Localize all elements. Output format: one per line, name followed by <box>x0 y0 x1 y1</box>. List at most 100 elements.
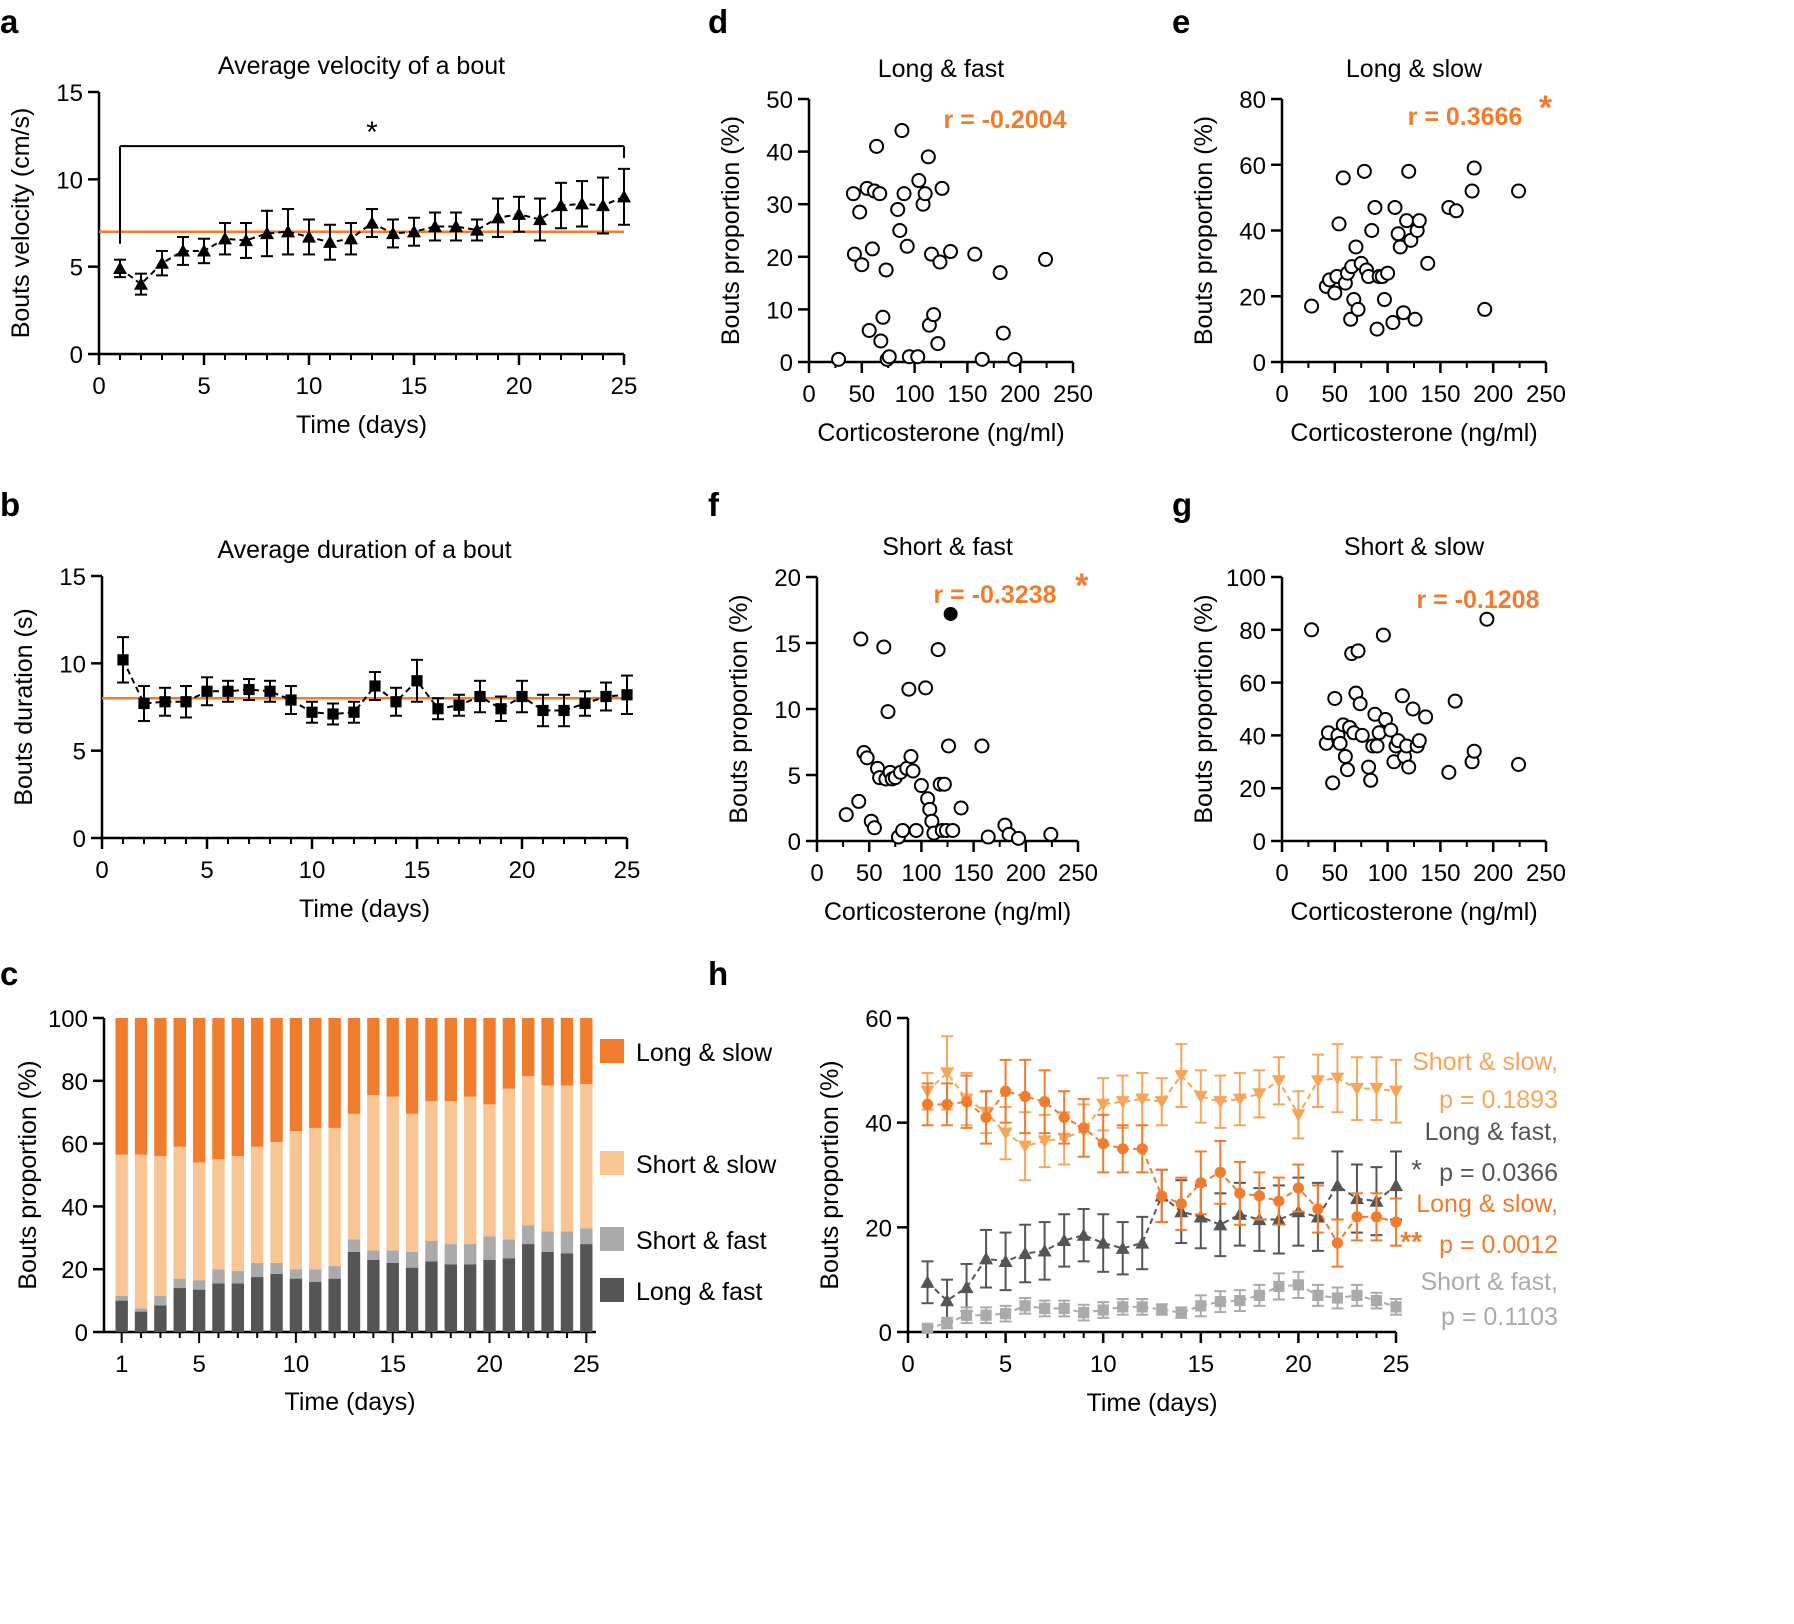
y-tick-label: 5 <box>73 739 86 766</box>
bar-segment <box>173 1146 186 1279</box>
bar-segment <box>270 1142 283 1263</box>
x-axis-label: Time (days) <box>284 1388 415 1416</box>
data-point <box>1352 696 1368 712</box>
data-point <box>1390 1301 1402 1313</box>
data-point <box>1477 301 1493 317</box>
data-point <box>878 262 894 278</box>
data-point <box>851 793 867 809</box>
data-point <box>575 196 589 210</box>
bar-segment <box>231 1270 245 1284</box>
bar-segment <box>367 1259 380 1332</box>
data-point <box>913 778 929 794</box>
data-point <box>846 246 862 262</box>
bar-segment <box>483 1259 496 1332</box>
data-point <box>1135 1093 1150 1107</box>
bar-segment <box>289 1278 303 1332</box>
y-tick-label: 40 <box>1239 723 1266 750</box>
bar-segment <box>347 1113 361 1240</box>
x-tick-label: 5 <box>197 373 210 400</box>
bar-segment <box>154 1156 167 1296</box>
bar-segment <box>289 1131 303 1270</box>
x-tick-label: 10 <box>299 857 326 884</box>
data-point <box>1350 643 1366 659</box>
data-point <box>1000 1308 1012 1320</box>
bar-segment <box>251 1018 264 1147</box>
data-point <box>1097 1304 1109 1316</box>
data-point <box>1441 764 1457 780</box>
bar-segment <box>541 1231 554 1252</box>
data-point <box>1175 1198 1187 1210</box>
data-point <box>864 241 880 257</box>
legend-label: Short & slow <box>636 1151 777 1179</box>
bar-segment <box>386 1018 399 1097</box>
bar-segment <box>192 1018 206 1163</box>
data-point <box>930 642 946 658</box>
data-point <box>621 689 633 701</box>
chart-title: Average velocity of a bout <box>218 52 505 80</box>
x-axis-label: Time (days) <box>299 895 430 923</box>
series-pvalue: p = 0.0366 <box>1439 1159 1558 1187</box>
y-tick-label: 50 <box>766 87 793 114</box>
x-tick-label: 250 <box>1053 381 1093 408</box>
data-point <box>512 207 526 220</box>
x-axis-label: Time (days) <box>1086 1389 1217 1417</box>
x-tick-label: 15 <box>401 373 428 400</box>
data-point <box>876 639 892 655</box>
x-tick-label: 1 <box>115 1351 128 1378</box>
data-point <box>365 216 379 229</box>
data-point <box>901 681 917 697</box>
data-point <box>1370 1211 1383 1223</box>
data-point <box>222 685 234 697</box>
data-point <box>281 224 295 238</box>
data-point <box>1363 772 1379 788</box>
data-point <box>1018 1140 1033 1154</box>
series-label: Short & slow, <box>1412 1048 1558 1076</box>
data-point <box>1447 693 1463 709</box>
bar-segment <box>463 1244 477 1265</box>
x-tick-label: 15 <box>379 1351 406 1378</box>
panel-letter: g <box>1172 486 1192 523</box>
data-point <box>617 189 631 203</box>
bar-segment <box>134 1018 148 1155</box>
bar-segment <box>522 1244 535 1332</box>
data-point <box>1335 170 1351 186</box>
data-point <box>918 680 934 696</box>
x-tick-label: 150 <box>947 381 987 408</box>
x-tick-label: 0 <box>95 857 108 884</box>
data-point <box>1115 1241 1130 1254</box>
bar-segment <box>560 1085 574 1232</box>
y-tick-label: 10 <box>56 167 83 194</box>
data-point <box>903 749 919 765</box>
data-point <box>869 138 885 154</box>
y-tick-label: 5 <box>70 255 83 282</box>
bar-segment <box>386 1262 399 1332</box>
data-point <box>872 186 888 202</box>
bar-segment <box>541 1085 554 1232</box>
data-point <box>1058 1111 1070 1124</box>
bar-segment <box>483 1104 496 1237</box>
series-significance-star: * <box>1411 1154 1422 1185</box>
data-point <box>920 1275 935 1288</box>
bar-segment <box>115 1300 128 1332</box>
bar-segment <box>309 1127 322 1270</box>
bar-segment <box>251 1262 264 1278</box>
chart-title: Short & slow <box>1344 533 1485 561</box>
bar-segment <box>347 1239 361 1252</box>
data-point <box>895 822 911 838</box>
data-point <box>1401 163 1417 179</box>
y-tick-label: 15 <box>774 631 801 658</box>
bar-segment <box>309 1018 322 1128</box>
data-point <box>1339 762 1355 778</box>
data-point <box>980 1309 992 1321</box>
y-tick-label: 40 <box>61 1194 88 1221</box>
x-tick-label: 0 <box>802 381 815 408</box>
data-point <box>921 1098 934 1110</box>
data-point <box>1273 1280 1285 1293</box>
data-point <box>1057 1233 1072 1247</box>
bar-segment <box>231 1018 245 1157</box>
data-point <box>1135 1236 1150 1249</box>
data-point <box>1193 1209 1208 1223</box>
data-point <box>1252 1088 1267 1101</box>
bar-segment <box>425 1240 438 1262</box>
